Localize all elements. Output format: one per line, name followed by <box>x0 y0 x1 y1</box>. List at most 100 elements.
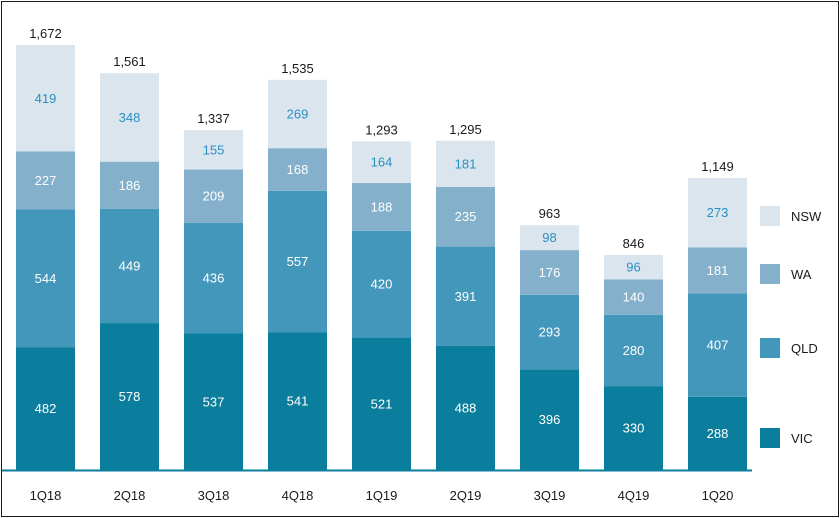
x-tick-label-1q18: 1Q18 <box>30 488 62 503</box>
x-axis-ticks: 1Q18 2Q18 3Q18 4Q18 1Q19 2Q19 3Q19 4Q19 1Q20 <box>30 488 734 503</box>
totals-layer: 1,672 1,561 1,337 1,535 1,293 1,295 963 846 1,14… <box>29 26 734 251</box>
data-label-qld-2q18: 449 <box>119 259 141 274</box>
bar-segment-vic-3q19 <box>520 369 579 470</box>
bar-segment-qld-1q18 <box>16 209 75 348</box>
data-label-qld-3q18: 436 <box>203 271 225 286</box>
bar-segment-nsw-1q20 <box>688 177 747 248</box>
legend-label-wa: WA <box>791 267 812 282</box>
data-label-qld-4q18: 557 <box>287 254 309 269</box>
bar-segment-qld-3q19 <box>520 294 579 370</box>
legend-label-nsw: NSW <box>791 209 822 224</box>
total-label-4q19: 846 <box>623 236 645 251</box>
data-label-vic-1q18: 482 <box>35 401 57 416</box>
bar-segment-nsw-3q18 <box>184 130 243 170</box>
data-label-nsw-1q18: 419 <box>35 91 57 106</box>
data-label-wa-1q20: 181 <box>707 263 729 278</box>
bar-segment-vic-4q18 <box>268 332 327 470</box>
data-label-vic-1q19: 521 <box>371 396 393 411</box>
bar-segment-vic-1q20 <box>688 396 747 470</box>
bar-segment-wa-3q19 <box>520 250 579 295</box>
data-label-qld-2q19: 391 <box>455 289 477 304</box>
bar-segment-qld-3q18 <box>184 222 243 334</box>
bar-segment-nsw-4q19 <box>604 254 663 280</box>
bar-segment-vic-3q18 <box>184 333 243 470</box>
data-label-nsw-3q19: 98 <box>542 230 556 245</box>
x-tick-label-1q20: 1Q20 <box>702 488 734 503</box>
data-label-nsw-1q20: 273 <box>707 205 729 220</box>
bar-segment-vic-1q19 <box>352 337 411 470</box>
bar-segment-nsw-4q18 <box>268 79 327 149</box>
bar-segment-vic-4q19 <box>604 386 663 470</box>
x-tick-label-2q18: 2Q18 <box>114 488 146 503</box>
bar-segment-wa-2q18 <box>100 161 159 209</box>
bar-segment-vic-1q18 <box>16 347 75 470</box>
data-label-wa-4q18: 168 <box>287 162 309 177</box>
legend: VIC QLD WA NSW <box>760 206 822 448</box>
data-label-vic-3q19: 396 <box>539 412 561 427</box>
data-label-vic-4q19: 330 <box>623 421 645 436</box>
data-label-wa-2q19: 235 <box>455 209 477 224</box>
data-label-wa-3q19: 176 <box>539 265 561 280</box>
legend-swatch-nsw <box>760 206 780 226</box>
data-label-wa-2q18: 186 <box>119 178 141 193</box>
data-label-vic-1q20: 288 <box>707 426 729 441</box>
data-label-wa-3q18: 209 <box>203 189 225 204</box>
bar-segment-nsw-2q19 <box>436 140 495 187</box>
x-tick-label-4q18: 4Q18 <box>282 488 314 503</box>
data-label-qld-1q18: 544 <box>35 271 57 286</box>
data-label-qld-1q19: 420 <box>371 277 393 292</box>
bars-layer: 482 544 227 419 578 449 186 348 537 436 209 155 541 5… <box>16 45 747 470</box>
bar-segment-qld-4q19 <box>604 314 663 387</box>
data-label-wa-4q19: 140 <box>623 290 645 305</box>
bar-segment-qld-2q19 <box>436 246 495 346</box>
bar-segment-wa-1q19 <box>352 183 411 231</box>
legend-swatch-vic <box>760 428 780 448</box>
total-label-2q18: 1,561 <box>113 54 146 69</box>
data-label-qld-4q19: 280 <box>623 343 645 358</box>
data-label-qld-1q20: 407 <box>707 338 729 353</box>
data-label-nsw-2q18: 348 <box>119 110 141 125</box>
data-label-nsw-1q19: 164 <box>371 155 393 170</box>
data-label-nsw-2q19: 181 <box>455 156 477 171</box>
total-label-3q18: 1,337 <box>197 111 230 126</box>
data-label-qld-3q19: 293 <box>539 325 561 340</box>
bar-segment-wa-4q19 <box>604 279 663 315</box>
bar-segment-qld-4q18 <box>268 190 327 333</box>
data-label-vic-3q18: 537 <box>203 394 225 409</box>
bar-segment-wa-4q18 <box>268 148 327 191</box>
legend-swatch-wa <box>760 264 780 284</box>
data-label-wa-1q19: 188 <box>371 199 393 214</box>
total-label-2q19: 1,295 <box>449 122 482 137</box>
x-tick-label-1q19: 1Q19 <box>366 488 398 503</box>
data-label-vic-2q19: 488 <box>455 400 477 415</box>
legend-swatch-qld <box>760 338 780 358</box>
data-label-nsw-4q18: 269 <box>287 107 309 122</box>
bar-segment-wa-1q20 <box>688 247 747 294</box>
bar-segment-nsw-2q18 <box>100 73 159 162</box>
bar-segment-wa-2q19 <box>436 186 495 247</box>
total-label-1q20: 1,149 <box>701 159 734 174</box>
bar-segment-wa-3q18 <box>184 169 243 223</box>
bar-segment-vic-2q18 <box>100 323 159 470</box>
x-tick-label-2q19: 2Q19 <box>450 488 482 503</box>
data-label-wa-1q18: 227 <box>35 173 57 188</box>
total-label-1q19: 1,293 <box>365 122 398 137</box>
bar-segment-qld-1q20 <box>688 293 747 397</box>
bar-segment-nsw-1q18 <box>16 45 75 152</box>
legend-label-qld: QLD <box>791 341 818 356</box>
x-tick-label-3q19: 3Q19 <box>534 488 566 503</box>
legend-label-vic: VIC <box>791 431 813 446</box>
bar-segment-nsw-1q19 <box>352 141 411 184</box>
bar-segment-wa-1q18 <box>16 151 75 210</box>
x-tick-label-3q18: 3Q18 <box>198 488 230 503</box>
data-label-vic-2q18: 578 <box>119 389 141 404</box>
x-tick-label-4q19: 4Q19 <box>618 488 650 503</box>
data-label-vic-4q18: 541 <box>287 394 309 409</box>
bar-segment-vic-2q19 <box>436 345 495 470</box>
data-label-nsw-3q18: 155 <box>203 142 225 157</box>
bar-segment-qld-2q18 <box>100 208 159 324</box>
total-label-3q19: 963 <box>539 206 561 221</box>
bar-segment-nsw-3q19 <box>520 225 579 251</box>
total-label-4q18: 1,535 <box>281 61 314 76</box>
total-label-1q18: 1,672 <box>29 26 62 41</box>
